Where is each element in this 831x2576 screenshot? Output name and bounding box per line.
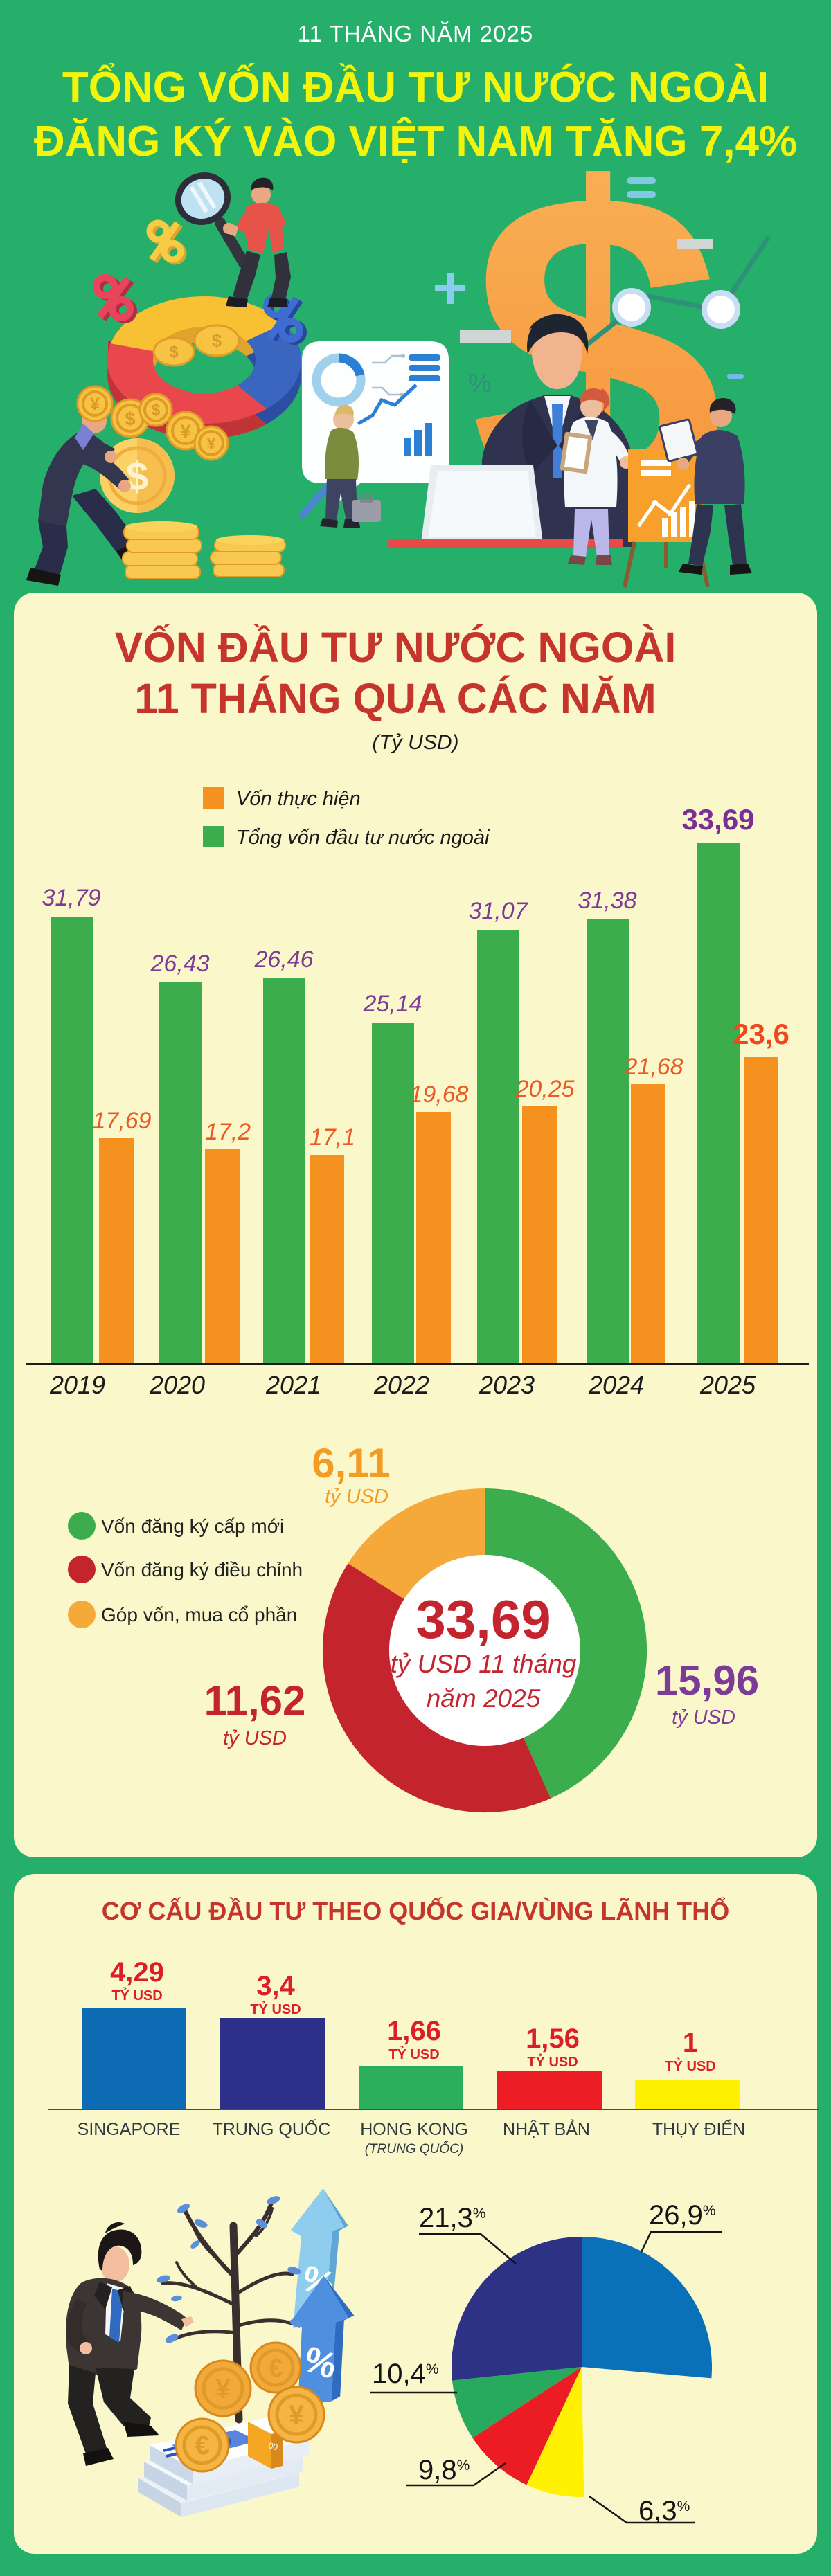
- svg-text:€: €: [195, 2431, 209, 2460]
- svg-text:¥: ¥: [289, 2400, 305, 2431]
- svg-text:00: 00: [267, 2440, 279, 2452]
- svg-text:¥: ¥: [215, 2374, 231, 2404]
- svg-text:$: $: [125, 408, 135, 429]
- svg-text:¥: ¥: [206, 435, 216, 453]
- svg-text:$: $: [126, 454, 148, 499]
- svg-text:¥: ¥: [90, 395, 100, 414]
- svg-text:€: €: [269, 2354, 283, 2382]
- svg-text:$: $: [212, 330, 222, 351]
- svg-text:$: $: [169, 343, 179, 361]
- svg-text:¥: ¥: [180, 421, 190, 442]
- svg-text:$: $: [152, 401, 161, 419]
- svg-text:%: %: [468, 369, 492, 398]
